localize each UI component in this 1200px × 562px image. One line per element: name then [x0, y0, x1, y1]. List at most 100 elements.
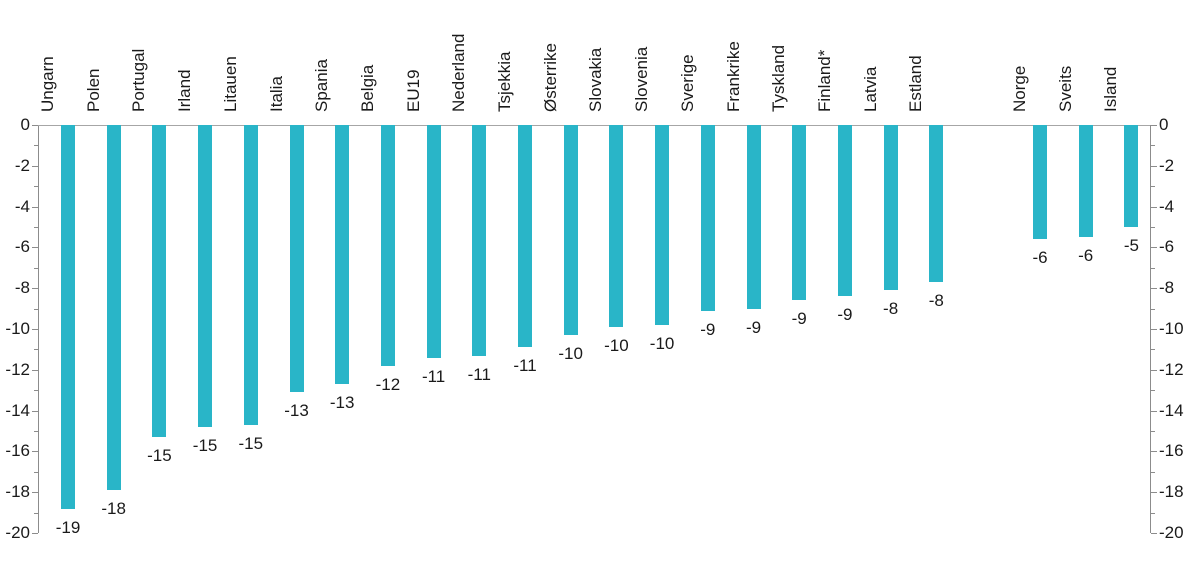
y-axis-minor-tick-left	[34, 349, 38, 351]
y-axis-label-left: 0	[20, 115, 30, 134]
bar	[563, 125, 578, 336]
category-label: Frankrike	[723, 41, 743, 112]
bar	[152, 125, 167, 438]
category-label: Irland	[175, 69, 195, 112]
y-axis-minor-tick-right	[1151, 512, 1155, 514]
bar-value-label: -9	[837, 305, 853, 325]
category-label: Tsjekkia	[495, 51, 514, 112]
bar-value-label: -11	[421, 366, 446, 386]
bar-value-label: -9	[745, 317, 762, 337]
bar-value-label: -15	[192, 435, 218, 455]
y-axis-label-right: -8	[1159, 278, 1175, 298]
category-label: Norge	[1010, 65, 1029, 112]
y-axis-minor-tick-left	[34, 308, 38, 310]
category-label: EU19	[403, 69, 423, 112]
y-axis-minor-tick-left	[34, 512, 38, 514]
y-axis-tick-left	[32, 329, 38, 330]
y-axis-tick-left	[32, 165, 38, 167]
bar	[792, 125, 807, 301]
category-label: Sverige	[677, 54, 697, 112]
zero-line	[38, 125, 1150, 126]
y-axis-line-left	[38, 125, 39, 533]
bar	[1033, 125, 1047, 240]
y-axis-minor-tick-left	[34, 186, 38, 188]
bar-value-label: -15	[147, 446, 172, 466]
y-axis-label-right: -10	[1159, 319, 1184, 338]
y-axis-minor-tick-left	[34, 390, 38, 392]
bar-value-label: -15	[238, 433, 264, 453]
category-label: Ungarn	[38, 56, 57, 112]
y-axis-tick-right	[1151, 369, 1157, 371]
bar	[198, 125, 213, 427]
y-axis-minor-tick-right	[1151, 431, 1155, 432]
bar-value-label: -6	[1032, 248, 1048, 268]
bar	[1078, 125, 1093, 238]
y-axis-line-right	[1150, 125, 1151, 533]
category-label: Finland*	[814, 49, 834, 112]
y-axis-minor-tick-left	[34, 471, 38, 473]
y-axis-label-left: -14	[5, 400, 30, 420]
bar	[883, 125, 898, 291]
y-axis-tick-left	[32, 451, 38, 453]
y-axis-tick-right	[1151, 533, 1157, 534]
y-axis-minor-tick-right	[1151, 145, 1155, 147]
bar	[929, 125, 944, 283]
category-label: Belgia	[357, 64, 377, 112]
y-axis-label-right: -18	[1159, 482, 1184, 502]
bar	[106, 125, 121, 491]
y-axis-minor-tick-left	[34, 227, 38, 228]
y-axis-tick-left	[32, 492, 38, 494]
bar	[746, 125, 761, 309]
y-axis-label-right: -4	[1159, 196, 1175, 216]
category-label: Island	[1101, 66, 1121, 112]
y-axis-tick-right	[1151, 125, 1157, 126]
bar-value-label: -9	[700, 319, 716, 339]
y-axis-tick-right	[1151, 288, 1157, 290]
y-axis-minor-tick-right	[1151, 308, 1155, 310]
bar-value-label: -5	[1123, 236, 1139, 255]
y-axis-label-right: 0	[1159, 115, 1169, 134]
bar-value-label: -6	[1078, 246, 1094, 266]
y-axis-tick-left	[32, 206, 38, 208]
category-label: Tyskland	[769, 44, 789, 112]
bar	[380, 125, 395, 366]
y-axis-label-left: -6	[14, 237, 30, 257]
bar	[518, 125, 532, 348]
bar	[655, 125, 670, 325]
category-label: Latvia	[860, 66, 880, 112]
bar-value-label: -10	[604, 335, 629, 355]
bar-value-label: -8	[928, 291, 944, 311]
y-axis-minor-tick-right	[1151, 227, 1155, 228]
bar	[426, 125, 441, 358]
y-axis-label-left: -2	[14, 155, 30, 175]
y-axis-tick-left	[32, 247, 38, 249]
y-axis-minor-tick-right	[1151, 390, 1155, 392]
y-axis-label-left: -18	[5, 482, 30, 502]
y-axis-tick-left	[32, 125, 38, 126]
category-label: Sveits	[1055, 65, 1075, 112]
bar-value-label: -13	[284, 401, 309, 421]
y-axis-minor-tick-left	[34, 431, 38, 432]
y-axis-label-left: -8	[14, 278, 30, 298]
y-axis-label-left: -20	[5, 523, 30, 542]
category-label: Slovenia	[632, 46, 652, 112]
bar-value-label: -13	[329, 393, 355, 413]
y-axis-label-left: -16	[5, 441, 30, 461]
category-label: Polen	[83, 68, 103, 112]
category-label: Portugal	[129, 48, 149, 112]
y-axis-tick-right	[1151, 492, 1157, 494]
bar	[700, 125, 715, 311]
bar	[1124, 125, 1139, 227]
y-axis-tick-left	[32, 410, 38, 412]
y-axis-minor-tick-right	[1151, 186, 1155, 188]
bar-value-label: -11	[513, 356, 537, 376]
bar-value-label: -10	[649, 333, 675, 353]
y-axis-tick-left	[32, 288, 38, 290]
y-axis-label-right: -20	[1159, 523, 1184, 542]
y-axis-label-left: -12	[5, 359, 30, 379]
bar-value-label: -18	[101, 499, 126, 519]
bar-value-label: -19	[55, 517, 81, 537]
y-axis-tick-right	[1151, 206, 1157, 208]
bar	[289, 125, 304, 393]
